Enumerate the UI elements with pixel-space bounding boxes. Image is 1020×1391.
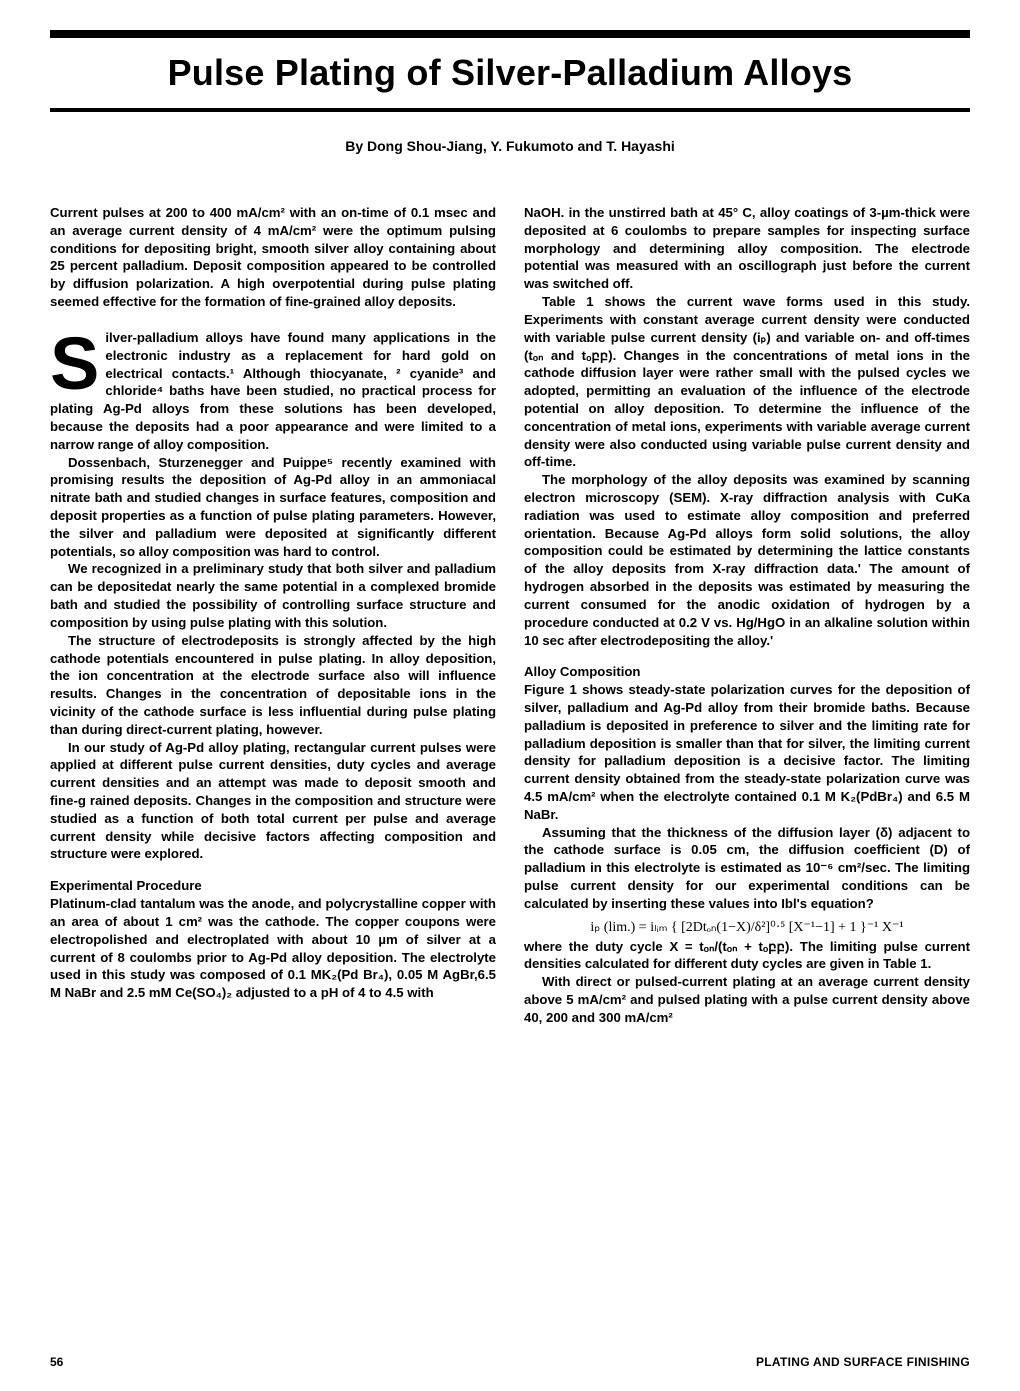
- para-study: In our study of Ag-Pd alloy plating, rec…: [50, 739, 496, 864]
- para-morphology: The morphology of the alloy deposits was…: [524, 471, 970, 649]
- para-duty-cycle: where the duty cycle X = tₒₙ/(tₒₙ + tₒբբ…: [524, 938, 970, 974]
- para-dossenbach: Dossenbach, Sturzenegger and Puippe⁵ rec…: [50, 454, 496, 561]
- abstract: Current pulses at 200 to 400 mA/cm² with…: [50, 204, 496, 311]
- page-title: Pulse Plating of Silver-Palladium Alloys: [50, 52, 970, 94]
- drop-cap: S: [50, 329, 105, 396]
- rule-top: [50, 30, 970, 38]
- para-direct: With direct or pulsed-current plating at…: [524, 973, 970, 1026]
- para-assuming: Assuming that the thickness of the diffu…: [524, 824, 970, 913]
- intro-text: ilver-palladium alloys have found many a…: [50, 330, 496, 452]
- rule-bottom: [50, 108, 970, 112]
- byline: By Dong Shou-Jiang, Y. Fukumoto and T. H…: [50, 138, 970, 154]
- para-figure1: Figure 1 shows steady-state polarization…: [524, 681, 970, 824]
- experimental-body: Platinum-clad tantalum was the anode, an…: [50, 895, 496, 1002]
- para-structure: The structure of electrodeposits is stro…: [50, 632, 496, 739]
- page-number: 56: [50, 1355, 63, 1369]
- alloy-composition-heading: Alloy Composition: [524, 663, 970, 681]
- para-naoh: NaOH. in the unstirred bath at 45° C, al…: [524, 204, 970, 293]
- experimental-heading: Experimental Procedure: [50, 877, 496, 895]
- para-recognized: We recognized in a preliminary study tha…: [50, 560, 496, 631]
- body-columns: Current pulses at 200 to 400 mA/cm² with…: [50, 204, 970, 1027]
- intro-paragraph: S ilver-palladium alloys have found many…: [50, 329, 496, 454]
- journal-name: PLATING AND SURFACE FINISHING: [756, 1355, 970, 1369]
- equation: iₚ (lim.) = iₗᵢₘ { [2Dtₒₙ(1−X)/δ²]⁰·⁵ [X…: [524, 919, 970, 938]
- para-table1: Table 1 shows the current wave forms use…: [524, 293, 970, 471]
- footer: 56 PLATING AND SURFACE FINISHING: [50, 1355, 970, 1369]
